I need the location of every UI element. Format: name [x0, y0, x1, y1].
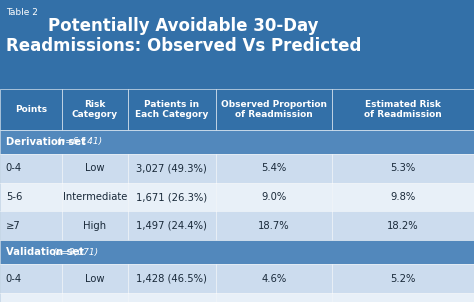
Text: 18.7%: 18.7%	[258, 221, 290, 231]
FancyBboxPatch shape	[0, 0, 474, 89]
FancyBboxPatch shape	[62, 293, 128, 302]
Text: Estimated Risk
of Readmission: Estimated Risk of Readmission	[364, 100, 442, 119]
FancyBboxPatch shape	[128, 264, 216, 293]
Text: 1,497 (24.4%): 1,497 (24.4%)	[137, 221, 207, 231]
Text: 0-4: 0-4	[6, 274, 22, 284]
FancyBboxPatch shape	[216, 211, 332, 240]
FancyBboxPatch shape	[0, 89, 62, 130]
FancyBboxPatch shape	[216, 154, 332, 183]
Text: Validation set: Validation set	[6, 247, 87, 257]
Text: 1,428 (46.5%): 1,428 (46.5%)	[137, 274, 207, 284]
Text: 0-4: 0-4	[6, 163, 22, 173]
Text: (n=6,141): (n=6,141)	[56, 137, 102, 146]
FancyBboxPatch shape	[0, 240, 474, 264]
FancyBboxPatch shape	[62, 183, 128, 211]
Text: Risk
Category: Risk Category	[72, 100, 118, 119]
Text: 9.0%: 9.0%	[261, 192, 286, 202]
Text: 1,671 (26.3%): 1,671 (26.3%)	[136, 192, 208, 202]
Text: 9.8%: 9.8%	[390, 192, 416, 202]
FancyBboxPatch shape	[62, 89, 128, 130]
Text: 3,027 (49.3%): 3,027 (49.3%)	[137, 163, 207, 173]
FancyBboxPatch shape	[0, 293, 62, 302]
Text: Table 2: Table 2	[6, 8, 37, 18]
FancyBboxPatch shape	[128, 89, 216, 130]
Text: Low: Low	[85, 163, 105, 173]
FancyBboxPatch shape	[0, 211, 62, 240]
FancyBboxPatch shape	[62, 154, 128, 183]
Text: Observed Proportion
of Readmission: Observed Proportion of Readmission	[221, 100, 327, 119]
FancyBboxPatch shape	[332, 154, 474, 183]
Text: Derivation set: Derivation set	[6, 137, 89, 147]
FancyBboxPatch shape	[216, 89, 332, 130]
FancyBboxPatch shape	[0, 183, 62, 211]
FancyBboxPatch shape	[216, 293, 332, 302]
Text: (n=3,071): (n=3,071)	[53, 248, 99, 257]
FancyBboxPatch shape	[128, 183, 216, 211]
FancyBboxPatch shape	[332, 89, 474, 130]
FancyBboxPatch shape	[0, 130, 474, 154]
Text: Low: Low	[85, 274, 105, 284]
FancyBboxPatch shape	[332, 211, 474, 240]
Text: Patients in
Each Category: Patients in Each Category	[135, 100, 209, 119]
FancyBboxPatch shape	[62, 211, 128, 240]
Text: Intermediate: Intermediate	[63, 192, 127, 202]
FancyBboxPatch shape	[128, 154, 216, 183]
FancyBboxPatch shape	[216, 264, 332, 293]
FancyBboxPatch shape	[332, 183, 474, 211]
Text: ≥7: ≥7	[6, 221, 20, 231]
Text: 18.2%: 18.2%	[387, 221, 419, 231]
Text: 5.4%: 5.4%	[261, 163, 286, 173]
FancyBboxPatch shape	[332, 264, 474, 293]
Text: 5-6: 5-6	[6, 192, 22, 202]
FancyBboxPatch shape	[128, 293, 216, 302]
Text: High: High	[83, 221, 106, 231]
FancyBboxPatch shape	[0, 154, 62, 183]
Text: 4.6%: 4.6%	[261, 274, 286, 284]
Text: 5.2%: 5.2%	[390, 274, 416, 284]
Text: 5.3%: 5.3%	[390, 163, 416, 173]
FancyBboxPatch shape	[62, 264, 128, 293]
FancyBboxPatch shape	[216, 183, 332, 211]
Text: Points: Points	[15, 105, 47, 114]
Text: Potentially Avoidable 30-Day
Readmissions: Observed Vs Predicted: Potentially Avoidable 30-Day Readmission…	[6, 17, 361, 55]
FancyBboxPatch shape	[332, 293, 474, 302]
FancyBboxPatch shape	[0, 264, 62, 293]
FancyBboxPatch shape	[128, 211, 216, 240]
